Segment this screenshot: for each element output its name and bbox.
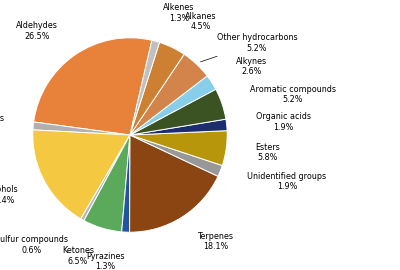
Text: Other hydrocarbons
5.2%: Other hydrocarbons 5.2% xyxy=(200,33,297,62)
Text: Sulfur compounds
0.6%: Sulfur compounds 0.6% xyxy=(0,235,68,255)
Text: Aldehydes
26.5%: Aldehydes 26.5% xyxy=(16,21,58,41)
Wedge shape xyxy=(122,135,130,232)
Wedge shape xyxy=(130,76,216,135)
Text: Unidentified groups
1.9%: Unidentified groups 1.9% xyxy=(247,172,326,191)
Text: Terpenes
18.1%: Terpenes 18.1% xyxy=(198,232,234,251)
Wedge shape xyxy=(81,135,130,221)
Text: Ketones
6.5%: Ketones 6.5% xyxy=(62,247,94,266)
Text: Alkenes
1.3%: Alkenes 1.3% xyxy=(164,4,195,23)
Wedge shape xyxy=(130,131,227,166)
Text: Nitrogen compounds
1.3%: Nitrogen compounds 1.3% xyxy=(0,113,4,133)
Wedge shape xyxy=(34,38,152,135)
Text: Alcohols
17.4%: Alcohols 17.4% xyxy=(0,185,19,205)
Wedge shape xyxy=(130,135,222,176)
Wedge shape xyxy=(130,40,160,135)
Wedge shape xyxy=(130,42,184,135)
Text: Alkanes
4.5%: Alkanes 4.5% xyxy=(185,12,216,31)
Text: Alkynes
2.6%: Alkynes 2.6% xyxy=(236,57,267,76)
Wedge shape xyxy=(130,135,218,232)
Text: Esters
5.8%: Esters 5.8% xyxy=(255,143,280,162)
Wedge shape xyxy=(130,119,227,135)
Text: Pyrazines
1.3%: Pyrazines 1.3% xyxy=(86,252,124,270)
Text: Aromatic compounds
5.2%: Aromatic compounds 5.2% xyxy=(250,85,336,104)
Wedge shape xyxy=(33,122,130,135)
Wedge shape xyxy=(84,135,130,232)
Wedge shape xyxy=(130,54,207,135)
Text: Organic acids
1.9%: Organic acids 1.9% xyxy=(256,112,311,131)
Wedge shape xyxy=(33,130,130,219)
Wedge shape xyxy=(130,89,226,135)
